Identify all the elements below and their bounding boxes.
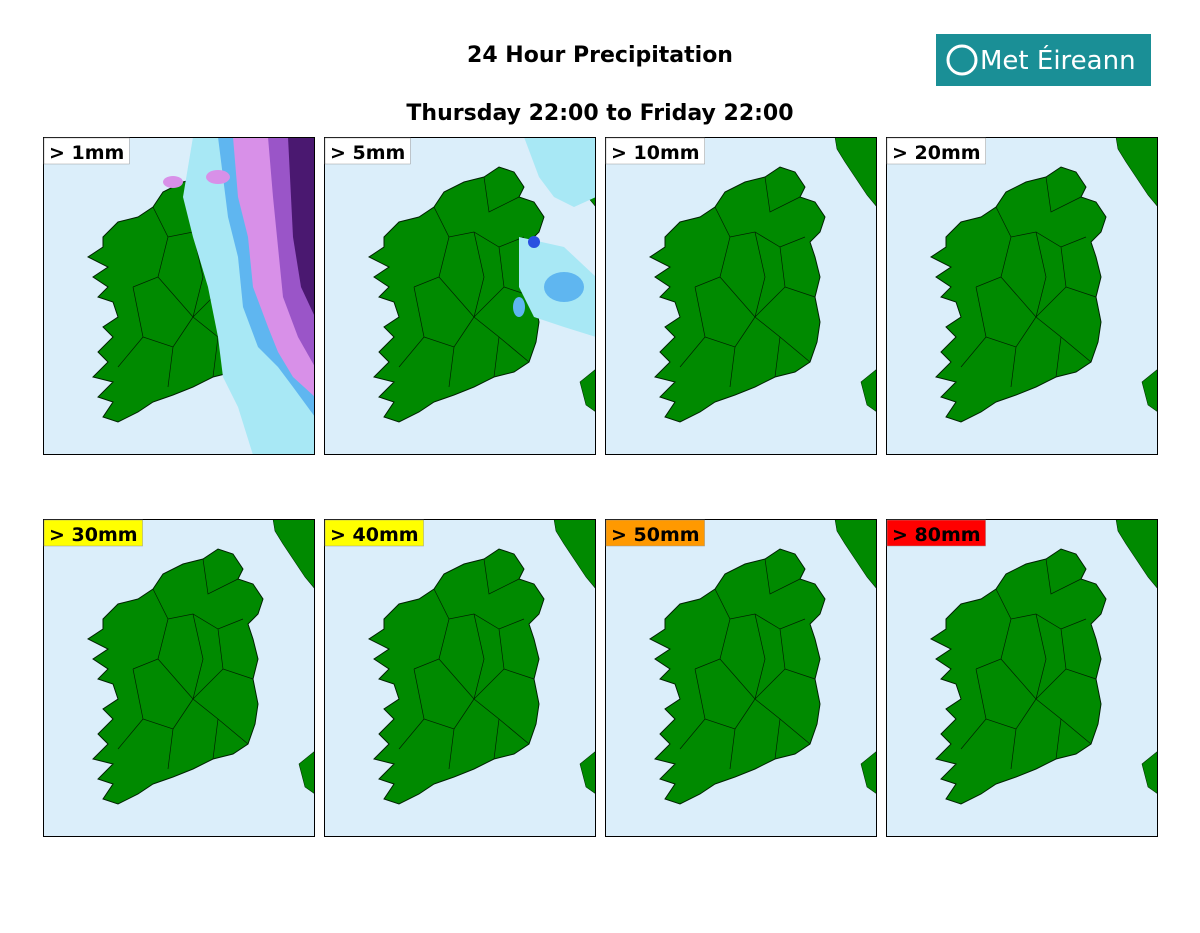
- panel-border: [886, 137, 1158, 455]
- logo-text: Met Éireann: [980, 44, 1136, 76]
- label-box: [324, 137, 411, 165]
- panel-label: > 40mm: [330, 524, 419, 546]
- map-panel: > 10mm: [605, 137, 877, 455]
- map-panel: > 50mm: [605, 519, 877, 837]
- label-box: [886, 137, 986, 165]
- panel-label: > 1mm: [49, 142, 124, 164]
- panel-border: [324, 137, 596, 455]
- panel-label: > 30mm: [49, 524, 138, 546]
- panel-border: [43, 519, 315, 837]
- label-box: [43, 137, 130, 165]
- map-panel: > 30mm: [43, 519, 315, 837]
- map-panel: > 80mm: [886, 519, 1158, 837]
- panel-border: [605, 137, 877, 455]
- map-panel: > 40mm: [324, 519, 596, 837]
- panel-border: [43, 137, 315, 455]
- panel-label: > 80mm: [892, 524, 981, 546]
- subtitle: Thursday 22:00 to Friday 22:00: [406, 101, 793, 126]
- panel-label: > 5mm: [330, 142, 405, 164]
- map-panel: > 1mm: [43, 137, 315, 455]
- panel-label: > 10mm: [611, 142, 700, 164]
- label-box: [605, 137, 705, 165]
- label-box: [324, 519, 424, 547]
- label-box: [886, 519, 986, 547]
- title: 24 Hour Precipitation: [467, 43, 733, 68]
- logo-icon: [946, 44, 978, 76]
- label-box: [605, 519, 705, 547]
- logo-box: [936, 34, 1151, 86]
- panel-label: > 50mm: [611, 524, 700, 546]
- panel-label: > 20mm: [892, 142, 981, 164]
- map-panel: > 5mm: [324, 137, 596, 455]
- panel-border: [886, 519, 1158, 837]
- map-panel: > 20mm: [886, 137, 1158, 455]
- label-box: [43, 519, 143, 547]
- panel-border: [324, 519, 596, 837]
- panel-border: [605, 519, 877, 837]
